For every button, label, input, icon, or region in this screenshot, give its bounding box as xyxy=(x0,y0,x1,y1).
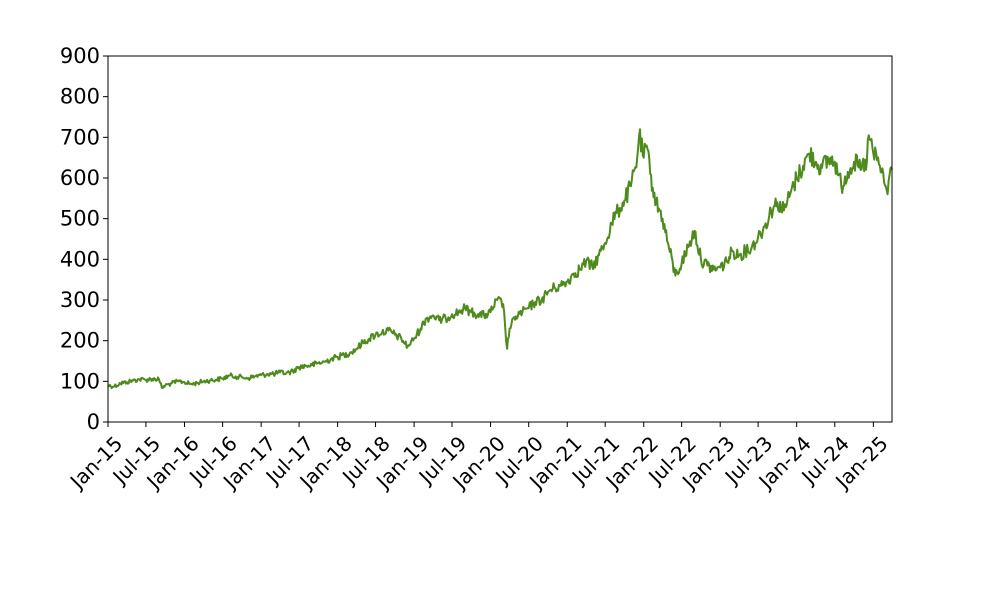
y-tick-label: 0 xyxy=(87,410,100,434)
x-axis: Jan-15Jul-15Jan-16Jul-16Jan-17Jul-17Jan-… xyxy=(64,422,893,495)
y-tick-label: 300 xyxy=(60,288,100,312)
y-tick-label: 200 xyxy=(60,329,100,353)
plot-frame xyxy=(107,55,893,423)
series-line xyxy=(107,128,893,390)
series-layer xyxy=(107,128,893,390)
y-tick-label: 800 xyxy=(60,85,100,109)
y-axis: 0 100 200 300 400 500 600 700 800 900 xyxy=(60,44,108,434)
y-tick-label: 100 xyxy=(60,369,100,393)
y-tick-label: 900 xyxy=(60,44,100,68)
y-tick-label: 700 xyxy=(60,125,100,149)
y-tick-label: 400 xyxy=(60,247,100,271)
y-tick-label: 500 xyxy=(60,207,100,231)
y-tick-label: 600 xyxy=(60,166,100,190)
